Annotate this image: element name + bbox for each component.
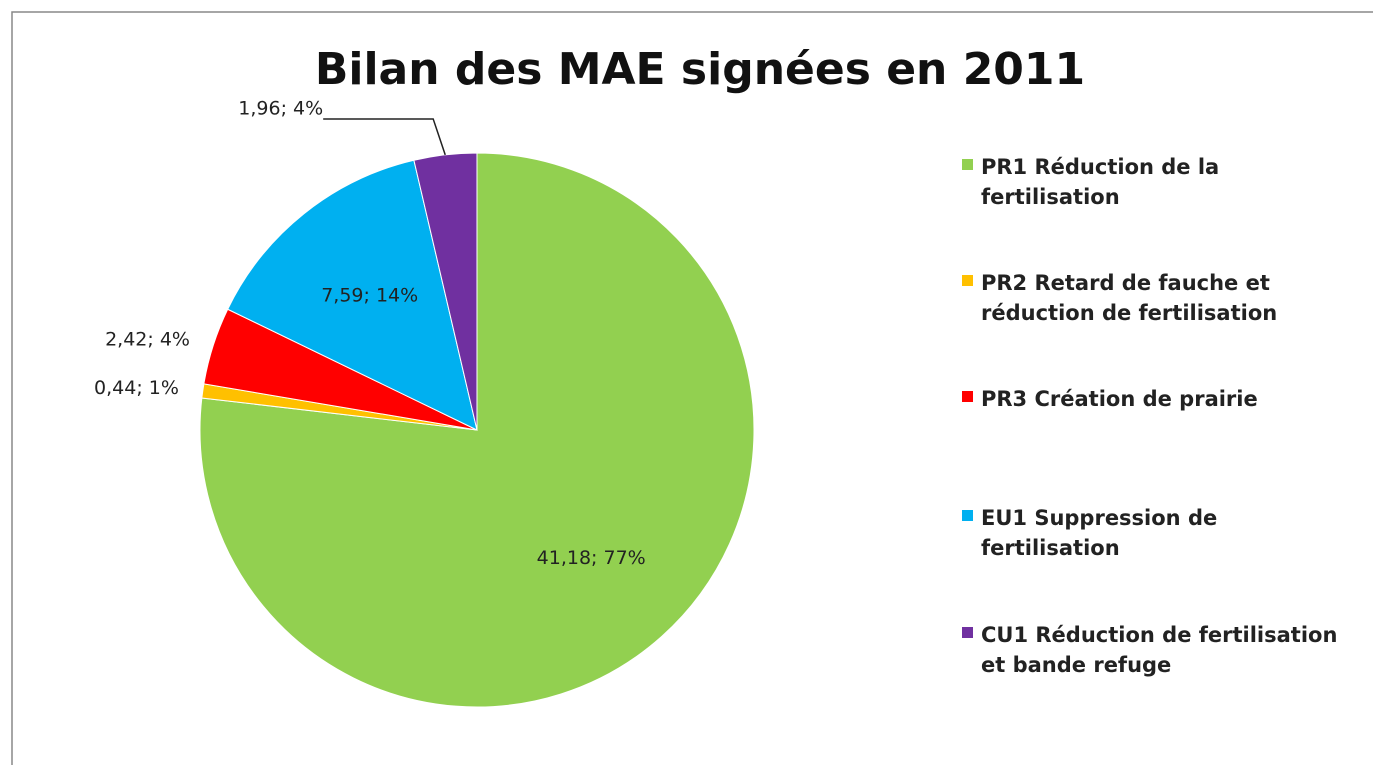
legend-entry: CU1 Réduction de fertilisation et bande …: [962, 620, 1362, 680]
legend-swatch: [962, 627, 973, 638]
chart-border: [11, 11, 1373, 765]
leader-line: [323, 118, 446, 156]
legend-swatch: [962, 391, 973, 402]
legend-label: EU1 Suppression de fertilisation: [981, 506, 1218, 560]
pie-slice: [413, 152, 478, 431]
legend-entry: PR3 Création de prairie: [962, 384, 1362, 414]
legend-swatch: [962, 159, 973, 170]
legend-swatch: [962, 275, 973, 286]
data-label: 1,96; 4%: [238, 97, 323, 119]
legend-label: PR3 Création de prairie: [981, 387, 1258, 411]
legend-entry: PR1 Réduction de la fertilisation: [962, 152, 1362, 212]
data-label: 41,18; 77%: [537, 547, 646, 569]
legend-swatch: [962, 510, 973, 521]
legend-label: PR1 Réduction de la fertilisation: [981, 155, 1220, 209]
legend-entry: EU1 Suppression de fertilisation: [962, 503, 1362, 563]
data-label: 0,44; 1%: [94, 377, 179, 399]
legend-entry: PR2 Retard de fauche et réduction de fer…: [962, 268, 1362, 328]
legend-label: CU1 Réduction de fertilisation et bande …: [981, 623, 1338, 677]
pie-slice: [199, 152, 755, 708]
data-label: 2,42; 4%: [105, 329, 190, 351]
legend-label: PR2 Retard de fauche et réduction de fer…: [981, 271, 1278, 325]
data-label: 7,59; 14%: [321, 284, 418, 306]
pie-slice: [227, 159, 478, 431]
chart-title: Bilan des MAE signées en 2011: [315, 44, 1085, 95]
